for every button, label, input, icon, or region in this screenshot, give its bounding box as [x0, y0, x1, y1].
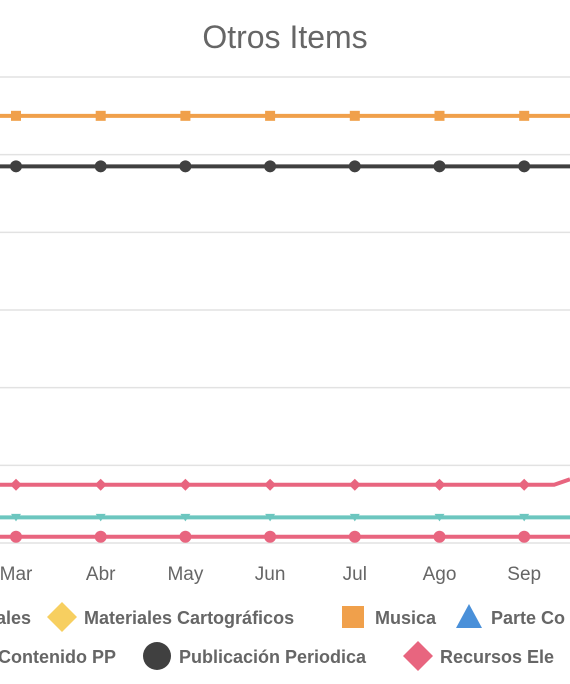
- data-point: [264, 530, 277, 543]
- data-point: [264, 478, 277, 491]
- data-point: [95, 513, 106, 522]
- chart-title: Otros Items: [202, 19, 367, 55]
- data-point: [518, 530, 531, 543]
- x-tick-label: Abr: [86, 564, 116, 585]
- legend: ales Materiales Cartográficos Musica Parte …: [0, 602, 565, 671]
- series-markers: [10, 110, 531, 543]
- data-point: [264, 160, 277, 173]
- data-point: [433, 160, 446, 173]
- x-tick-label: Jun: [255, 564, 286, 585]
- data-point: [433, 530, 446, 543]
- data-point: [519, 513, 530, 522]
- data-point: [519, 110, 530, 121]
- grid-lines: [0, 76, 570, 544]
- data-point: [94, 530, 107, 543]
- x-tick-label: Sep: [507, 564, 541, 585]
- data-point: [518, 478, 531, 491]
- x-tick-label: May: [167, 564, 203, 585]
- data-point: [179, 530, 192, 543]
- x-tick-label: Jul: [343, 564, 367, 585]
- data-point: [265, 110, 276, 121]
- legend-marker: [47, 602, 77, 632]
- data-point: [265, 513, 276, 522]
- legend-label: Publicación Periodica: [179, 647, 367, 667]
- data-point: [348, 160, 361, 173]
- data-point: [518, 160, 531, 173]
- x-tick-label: Ago: [423, 564, 457, 585]
- data-point: [179, 160, 192, 173]
- data-point: [179, 478, 192, 491]
- data-point: [348, 478, 361, 491]
- legend-label: ales: [0, 608, 31, 628]
- legend-label: Musica: [375, 608, 437, 628]
- data-point: [349, 110, 360, 121]
- data-point: [10, 478, 22, 491]
- series-line-3: [0, 477, 570, 487]
- legend-label: Contenido PP: [0, 647, 116, 667]
- data-point: [10, 160, 22, 173]
- data-point: [349, 513, 360, 522]
- series-lines: [0, 113, 570, 539]
- legend-marker: [342, 606, 364, 628]
- data-point: [94, 478, 107, 491]
- data-point: [94, 160, 107, 173]
- legend-marker: [143, 642, 171, 670]
- data-point: [95, 110, 106, 121]
- legend-label: Materiales Cartográficos: [84, 608, 294, 628]
- data-point: [180, 513, 191, 522]
- data-point: [433, 478, 446, 491]
- legend-label: Parte Co: [491, 608, 565, 628]
- data-point: [180, 110, 191, 121]
- x-axis-ticks: Mar Abr May Jun Jul Ago Sep: [0, 564, 541, 585]
- data-point: [348, 530, 361, 543]
- data-point: [11, 110, 21, 121]
- legend-marker: [456, 604, 482, 629]
- data-point: [434, 513, 445, 522]
- legend-label: Recursos Ele: [440, 647, 554, 667]
- data-point: [434, 110, 445, 121]
- data-point: [11, 513, 21, 522]
- legend-marker: [403, 641, 433, 671]
- x-tick-label: Mar: [0, 564, 33, 585]
- data-point: [10, 530, 22, 543]
